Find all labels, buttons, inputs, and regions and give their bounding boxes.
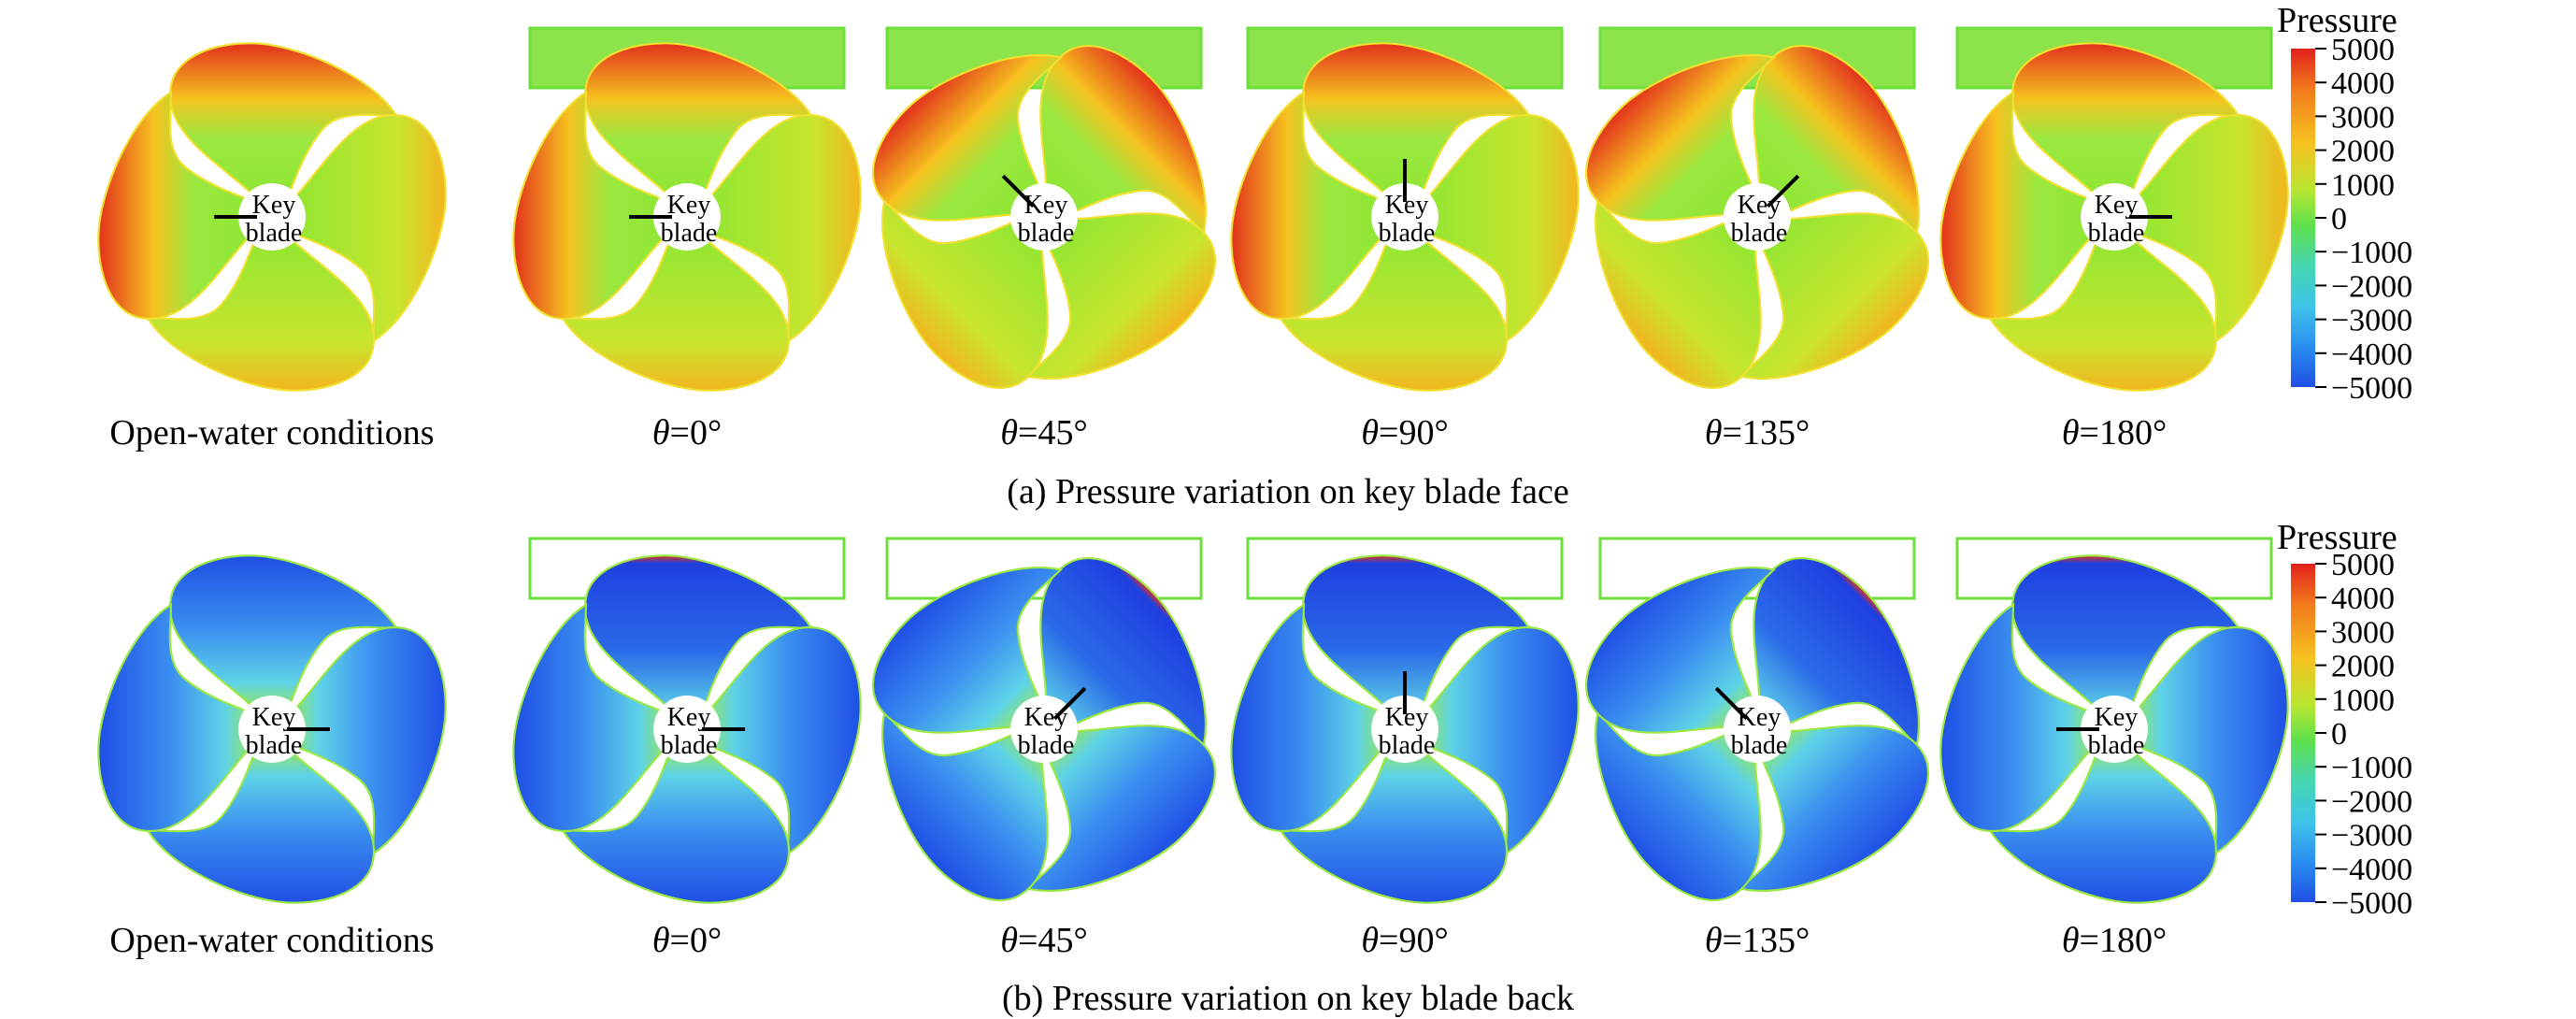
face-colorbar-tick-label-9: −4000 bbox=[2331, 337, 2412, 372]
back-hub-label-key-4: Key bbox=[1738, 703, 1782, 732]
face-key-blade-marker-4 bbox=[1766, 174, 1800, 208]
face-colorbar-tick-label-8: −3000 bbox=[2331, 304, 2412, 338]
face-colorbar-tick-label-5: 0 bbox=[2331, 202, 2347, 237]
face-key-blade-marker-2 bbox=[1001, 174, 1036, 208]
face-hub-label-key-5: Key bbox=[2095, 191, 2139, 220]
back-colorbar-title: Pressure bbox=[2277, 518, 2397, 557]
back-label-theta-90: θ=90° bbox=[1361, 921, 1448, 960]
back-colorbar-bar bbox=[2291, 564, 2315, 902]
face-propellers: KeybladeKeybladeKeybladeKeybladeKeyblade… bbox=[97, 5, 2289, 429]
face-label-theta-45: θ=45° bbox=[1000, 413, 1087, 452]
face-label-theta-135: θ=135° bbox=[1705, 413, 1810, 452]
back-hub-1 bbox=[653, 696, 721, 763]
face-label-theta-180: θ=180° bbox=[2062, 413, 2167, 452]
back-label-theta-180: θ=180° bbox=[2062, 921, 2167, 960]
back-label-theta-0: θ=0° bbox=[652, 921, 722, 960]
back-colorbar-tick-label-2: 3000 bbox=[2331, 615, 2395, 650]
back-hub-label-blade-1: blade bbox=[661, 731, 718, 760]
back-colorbar-tick-label-4: 1000 bbox=[2331, 683, 2395, 718]
back-hub-label-key-1: Key bbox=[667, 703, 711, 732]
back-key-blade-marker-4 bbox=[1714, 686, 1749, 721]
face-labels: Open-water conditions θ=0° θ=45° θ=90° θ… bbox=[109, 413, 2167, 511]
back-caption: (b) Pressure variation on key blade back bbox=[1002, 979, 1574, 1018]
back-colorbar-tick-label-10: −5000 bbox=[2331, 886, 2412, 921]
back-hub-label-key-3: Key bbox=[1385, 703, 1429, 732]
face-colorbar: Pressure 500040003000200010000−1000−2000… bbox=[2277, 1, 2412, 406]
face-hub-label-key-0: Key bbox=[252, 191, 296, 220]
face-hub-label-key-3: Key bbox=[1385, 191, 1429, 220]
back-hub-label-blade-3: blade bbox=[1379, 731, 1436, 760]
face-colorbar-tick-label-10: −5000 bbox=[2331, 371, 2412, 406]
face-hub-5 bbox=[2081, 183, 2148, 251]
back-colorbar: Pressure 500040003000200010000−1000−2000… bbox=[2277, 518, 2412, 921]
face-colorbar-tick-label-6: −1000 bbox=[2331, 236, 2412, 270]
face-hub-label-blade-5: blade bbox=[2088, 219, 2145, 248]
face-colorbar-tick-label-3: 2000 bbox=[2331, 135, 2395, 169]
face-colorbar-ticks: 500040003000200010000−1000−2000−3000−400… bbox=[2315, 33, 2412, 406]
back-colorbar-tick-label-0: 5000 bbox=[2331, 548, 2395, 582]
face-colorbar-tick-label-1: 4000 bbox=[2331, 66, 2395, 101]
back-hub-label-blade-0: blade bbox=[246, 731, 303, 760]
back-hub-label-blade-5: blade bbox=[2088, 731, 2145, 760]
back-colorbar-tick-label-5: 0 bbox=[2331, 717, 2347, 752]
face-colorbar-tick-label-7: −2000 bbox=[2331, 269, 2412, 304]
face-hub-label-key-4: Key bbox=[1738, 191, 1782, 220]
face-colorbar-tick-label-2: 3000 bbox=[2331, 100, 2395, 135]
back-hub-label-key-0: Key bbox=[252, 703, 296, 732]
back-label-theta-45: θ=45° bbox=[1000, 921, 1087, 960]
back-label-theta-135: θ=135° bbox=[1705, 921, 1810, 960]
back-key-blade-marker-2 bbox=[1052, 686, 1087, 721]
face-hub-1 bbox=[653, 183, 721, 251]
face-colorbar-tick-label-0: 5000 bbox=[2331, 33, 2395, 67]
back-hub-3 bbox=[1371, 696, 1438, 763]
face-label-theta-90: θ=90° bbox=[1361, 413, 1448, 452]
back-colorbar-ticks: 500040003000200010000−1000−2000−3000−400… bbox=[2315, 548, 2412, 921]
back-hub-5 bbox=[2081, 696, 2148, 763]
back-colorbar-tick-label-3: 2000 bbox=[2331, 650, 2395, 684]
face-hub-label-blade-3: blade bbox=[1379, 219, 1436, 248]
face-hub-0 bbox=[238, 183, 306, 251]
face-hub-label-blade-2: blade bbox=[1018, 219, 1075, 248]
face-hub-3 bbox=[1371, 183, 1438, 251]
back-hub-0 bbox=[238, 696, 306, 763]
face-hub-label-key-2: Key bbox=[1024, 191, 1068, 220]
back-colorbar-tick-label-6: −1000 bbox=[2331, 751, 2412, 785]
panel-face: KeybladeKeybladeKeybladeKeybladeKeyblade… bbox=[97, 1, 2412, 511]
back-labels: Open-water conditions θ=0° θ=45° θ=90° θ… bbox=[109, 921, 2167, 1018]
back-hub-label-blade-4: blade bbox=[1731, 731, 1788, 760]
face-colorbar-bar bbox=[2291, 49, 2315, 387]
face-colorbar-title: Pressure bbox=[2277, 1, 2397, 40]
face-caption: (a) Pressure variation on key blade face bbox=[1007, 472, 1568, 511]
face-label-open-water: Open-water conditions bbox=[109, 413, 434, 452]
face-hub-label-blade-0: blade bbox=[246, 219, 303, 248]
back-colorbar-tick-label-9: −4000 bbox=[2331, 853, 2412, 887]
face-hub-label-blade-1: blade bbox=[661, 219, 718, 248]
back-hub-label-key-2: Key bbox=[1024, 703, 1068, 732]
face-hub-label-blade-4: blade bbox=[1731, 219, 1788, 248]
back-colorbar-tick-label-8: −3000 bbox=[2331, 819, 2412, 854]
back-colorbar-tick-label-7: −2000 bbox=[2331, 784, 2412, 819]
face-label-theta-0: θ=0° bbox=[652, 413, 722, 452]
back-colorbar-tick-label-1: 4000 bbox=[2331, 581, 2395, 616]
back-hub-label-blade-2: blade bbox=[1018, 731, 1075, 760]
back-hub-label-key-5: Key bbox=[2095, 703, 2139, 732]
back-propellers: KeybladeKeybladeKeybladeKeybladeKeyblade… bbox=[97, 517, 2289, 941]
face-hub-label-key-1: Key bbox=[667, 191, 711, 220]
panel-back: KeybladeKeybladeKeybladeKeybladeKeyblade… bbox=[97, 517, 2412, 1018]
back-label-open-water: Open-water conditions bbox=[109, 921, 434, 960]
face-colorbar-tick-label-4: 1000 bbox=[2331, 168, 2395, 203]
